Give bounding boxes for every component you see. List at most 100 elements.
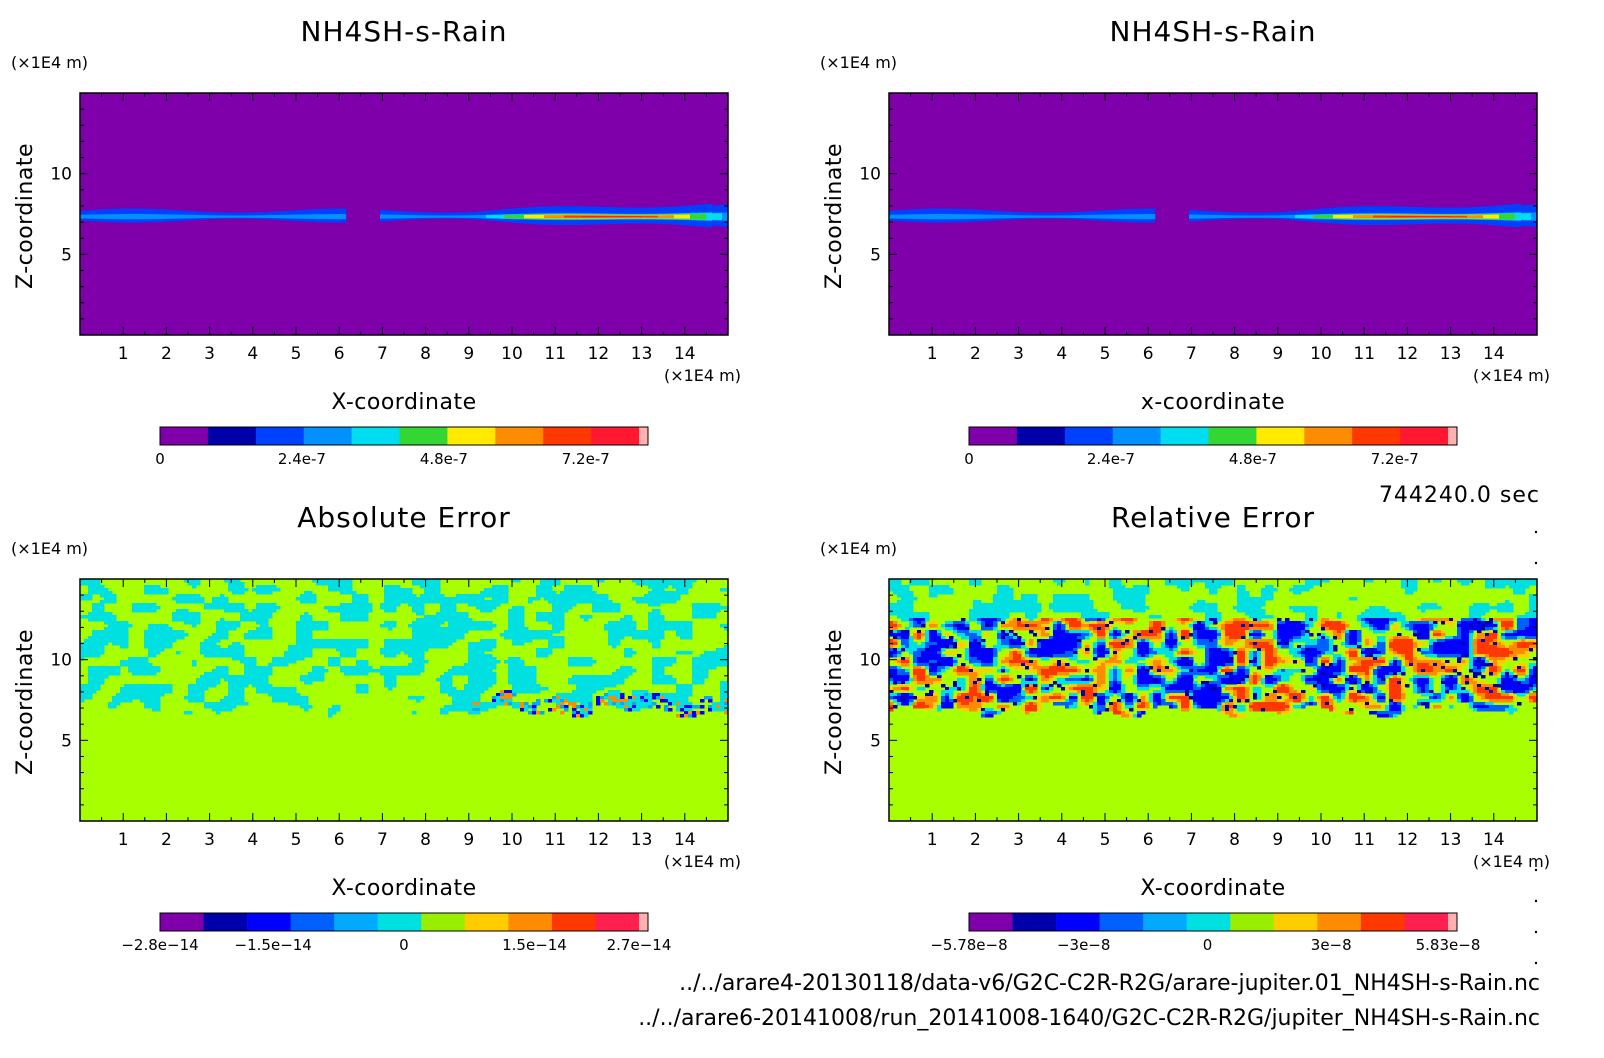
colorbar-swatch	[639, 427, 648, 445]
x-tick-label: 1	[118, 830, 129, 850]
x-tick-label: 12	[1397, 830, 1419, 850]
x-tick-label: 3	[1013, 344, 1024, 364]
x-axis-label: x-coordinate	[1141, 390, 1285, 415]
x-tick-label: 3	[204, 344, 215, 364]
x-tick-label: 12	[1397, 344, 1419, 364]
x-tick-label: 11	[544, 344, 566, 364]
x-tick-label: 5	[1100, 344, 1111, 364]
y-unit-label: (×1E4 m)	[820, 539, 897, 558]
x-tick-label: 14	[674, 344, 696, 364]
colorbar-swatch	[1400, 427, 1448, 445]
x-tick-label: 11	[544, 830, 566, 850]
x-tick-label: 13	[1440, 344, 1462, 364]
colorbar-tick-label: −3e−8	[1057, 936, 1110, 954]
colorbar-swatch	[1317, 913, 1361, 931]
colorbar-swatch	[595, 913, 639, 931]
y-axis-label: Z-coordinate	[822, 629, 847, 775]
colorbar-tick-label: 7.2e-7	[1371, 450, 1419, 468]
x-tick-label: 4	[1056, 344, 1067, 364]
colorbar-swatch	[1065, 427, 1113, 445]
y-unit-label: (×1E4 m)	[820, 53, 897, 72]
colorbar-swatch	[1361, 913, 1405, 931]
x-tick-label: 9	[1272, 830, 1283, 850]
x-unit-label: (×1E4 m)	[1473, 852, 1550, 871]
y-tick-label: 5	[61, 245, 72, 265]
y-tick-label: 10	[50, 651, 72, 671]
x-tick-label: 9	[463, 344, 474, 364]
x-tick-label: 6	[1143, 830, 1154, 850]
x-tick-label: 1	[927, 344, 938, 364]
colorbar-tick-label: 7.2e-7	[562, 450, 610, 468]
x-tick-label: 7	[1186, 344, 1197, 364]
x-tick-label: 14	[1483, 830, 1505, 850]
colorbar-swatch	[291, 913, 335, 931]
x-unit-label: (×1E4 m)	[1473, 366, 1550, 385]
y-axis-label: Z-coordinate	[822, 143, 847, 289]
colorbar-tick-label: 0	[399, 936, 409, 954]
time-label: 744240.0 sec	[1379, 483, 1540, 508]
colorbar-swatch	[1448, 427, 1457, 445]
x-tick-label: 8	[1229, 830, 1240, 850]
colorbar-swatch	[639, 913, 648, 931]
chart-title: NH4SH-s-Rain	[1110, 15, 1317, 48]
colorbar-swatch	[1143, 913, 1187, 931]
x-tick-label: 11	[1353, 344, 1375, 364]
x-unit-label: (×1E4 m)	[664, 366, 741, 385]
colorbar-tick-label: 2.7e−14	[607, 936, 672, 954]
colorbar-tick-label: −2.8e−14	[121, 936, 198, 954]
y-tick-label: 5	[61, 731, 72, 751]
x-unit-label: (×1E4 m)	[664, 852, 741, 871]
x-tick-label: 6	[334, 344, 345, 364]
colorbar-swatch	[1209, 427, 1257, 445]
colorbar-swatch	[1256, 427, 1304, 445]
x-tick-label: 1	[118, 344, 129, 364]
heatmap-field	[80, 93, 728, 335]
x-tick-label: 5	[291, 830, 302, 850]
x-tick-label: 10	[501, 830, 523, 850]
colorbar-swatch	[495, 427, 543, 445]
colorbar-swatch	[1448, 913, 1457, 931]
colorbar-swatch	[1304, 427, 1352, 445]
colorbar-tick-label: 2.4e-7	[1087, 450, 1135, 468]
colorbar-swatch	[304, 427, 352, 445]
x-tick-label: 10	[1310, 344, 1332, 364]
y-unit-label: (×1E4 m)	[11, 539, 88, 558]
heatmap-field	[889, 93, 1537, 335]
colorbar-swatch	[1113, 427, 1161, 445]
colorbar-swatch	[1161, 427, 1209, 445]
colorbar-swatch	[969, 427, 1017, 445]
colorbar-swatch	[160, 913, 204, 931]
colorbar-swatch	[247, 913, 291, 931]
colorbar-swatch	[352, 427, 400, 445]
x-tick-label: 7	[1186, 830, 1197, 850]
x-tick-label: 10	[1310, 830, 1332, 850]
y-axis-label: Z-coordinate	[13, 143, 38, 289]
colorbar-tick-label: 1.5e−14	[502, 936, 567, 954]
chart-title: Absolute Error	[297, 501, 511, 534]
y-tick-label: 10	[859, 165, 881, 185]
colorbar-swatch	[378, 913, 422, 931]
x-tick-label: 5	[1100, 830, 1111, 850]
colorbar-swatch	[1100, 913, 1144, 931]
x-tick-label: 12	[588, 830, 610, 850]
x-tick-label: 2	[970, 344, 981, 364]
colorbar-swatch	[1404, 913, 1448, 931]
x-tick-label: 6	[334, 830, 345, 850]
colorbar-swatch	[421, 913, 465, 931]
x-tick-label: 1	[927, 830, 938, 850]
y-unit-label: (×1E4 m)	[11, 53, 88, 72]
colorbar-swatch	[204, 913, 248, 931]
colorbar-tick-label: 3e−8	[1311, 936, 1352, 954]
x-tick-label: 2	[970, 830, 981, 850]
colorbar-swatch	[1013, 913, 1057, 931]
colorbar-swatch	[208, 427, 256, 445]
x-axis-label: X-coordinate	[331, 876, 476, 901]
colorbar-tick-label: 0	[1203, 936, 1213, 954]
